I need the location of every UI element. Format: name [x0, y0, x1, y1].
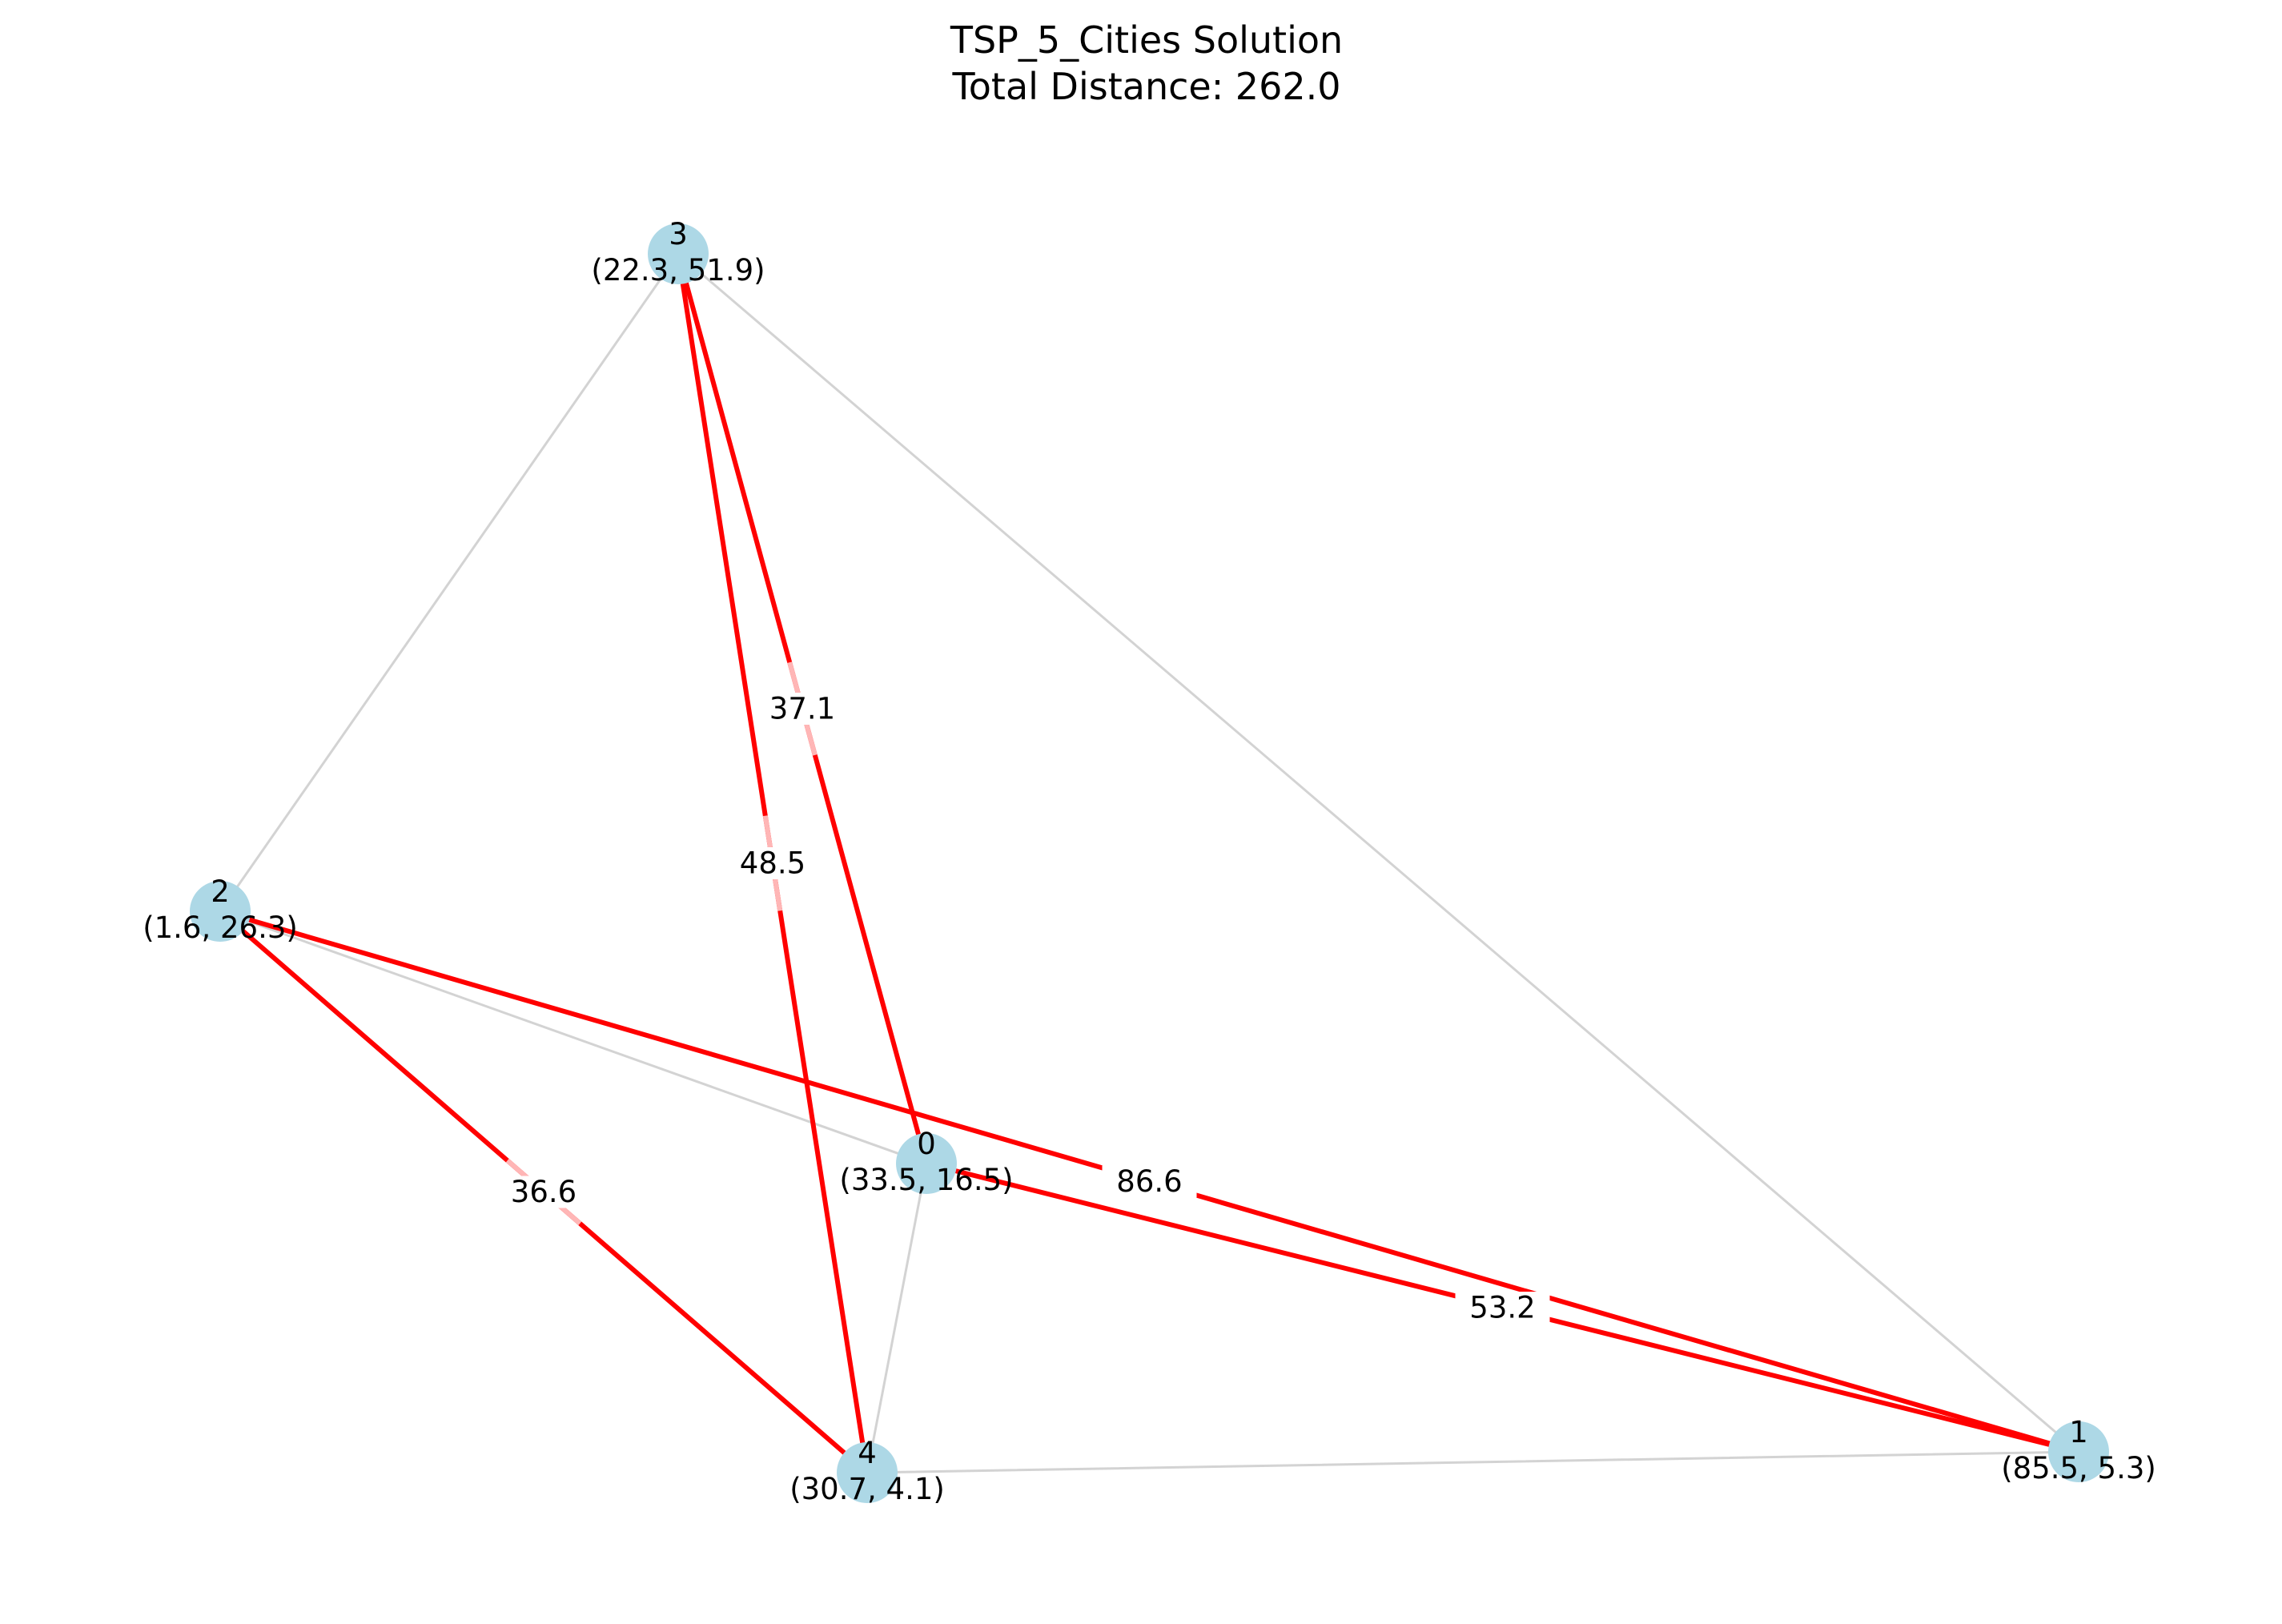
edge-label-0-1: 53.2: [1455, 1291, 1550, 1325]
edges-default-layer: [219, 252, 2080, 1474]
edge-4-1: [866, 1450, 2080, 1474]
figure-title: TSP_5_Cities Solution Total Distance: 26…: [950, 18, 1343, 108]
edge-label-background: [725, 847, 820, 879]
city-label-3: 3(22.3, 51.9): [591, 217, 765, 287]
edge-0-4: [866, 1162, 928, 1474]
edge-label-background: [1455, 1292, 1550, 1324]
city-name: 3: [669, 217, 688, 251]
edge-label-background: [496, 1176, 591, 1208]
edge-label-3-0: 37.1: [755, 661, 850, 756]
city-node-4: [837, 1442, 898, 1503]
city-name: 1: [2069, 1415, 2088, 1449]
edge-labels-layer: 37.1 48.5 36.6 86.6 53.2: [496, 661, 1550, 1325]
city-label-4: 4(30.7, 4.1): [789, 1436, 945, 1506]
edge-2-0: [219, 910, 928, 1165]
city-node-2: [190, 881, 251, 942]
title-line-1: TSP_5_Cities Solution: [950, 18, 1343, 62]
city-node-1: [2048, 1421, 2109, 1482]
edge-distance-label: 48.5: [740, 846, 806, 881]
city-label-1: 1(85.5, 5.3): [2001, 1415, 2156, 1485]
city-coordinates: (30.7, 4.1): [789, 1472, 945, 1506]
title-line-2: Total Distance: 262.0: [952, 65, 1341, 108]
city-name: 4: [858, 1436, 877, 1470]
city-label-0: 0(33.5, 16.5): [839, 1127, 1013, 1197]
edge-label-2-4: 36.6: [496, 1158, 591, 1226]
edge-distance-label: 53.2: [1469, 1291, 1535, 1325]
edge-label-2-1: 86.6: [1102, 1164, 1197, 1199]
city-coordinates: (1.6, 26.3): [143, 910, 298, 945]
city-coordinates: (85.5, 5.3): [2001, 1451, 2156, 1485]
city-coordinates: (33.5, 16.5): [839, 1163, 1013, 1197]
edge-label-background: [755, 693, 850, 725]
edge-distance-label: 86.6: [1116, 1164, 1182, 1199]
city-node-3: [648, 223, 709, 284]
edge-label-background: [1102, 1165, 1197, 1198]
edge-label-3-4: 48.5: [725, 815, 820, 911]
city-coordinates: (22.3, 51.9): [591, 253, 765, 287]
edge-3-1: [677, 252, 2080, 1453]
city-label-2: 2(1.6, 26.3): [143, 874, 298, 945]
edge-3-2: [219, 252, 680, 913]
city-name: 2: [211, 874, 230, 909]
city-name: 0: [917, 1127, 936, 1161]
edge-distance-label: 36.6: [511, 1175, 577, 1209]
city-node-0: [896, 1133, 957, 1194]
edge-distance-label: 37.1: [769, 692, 835, 726]
node-labels-layer: 0(33.5, 16.5) 1(85.5, 5.3) 2(1.6, 26.3) 3(2…: [143, 217, 2156, 1506]
nodes-layer: [190, 223, 2109, 1503]
